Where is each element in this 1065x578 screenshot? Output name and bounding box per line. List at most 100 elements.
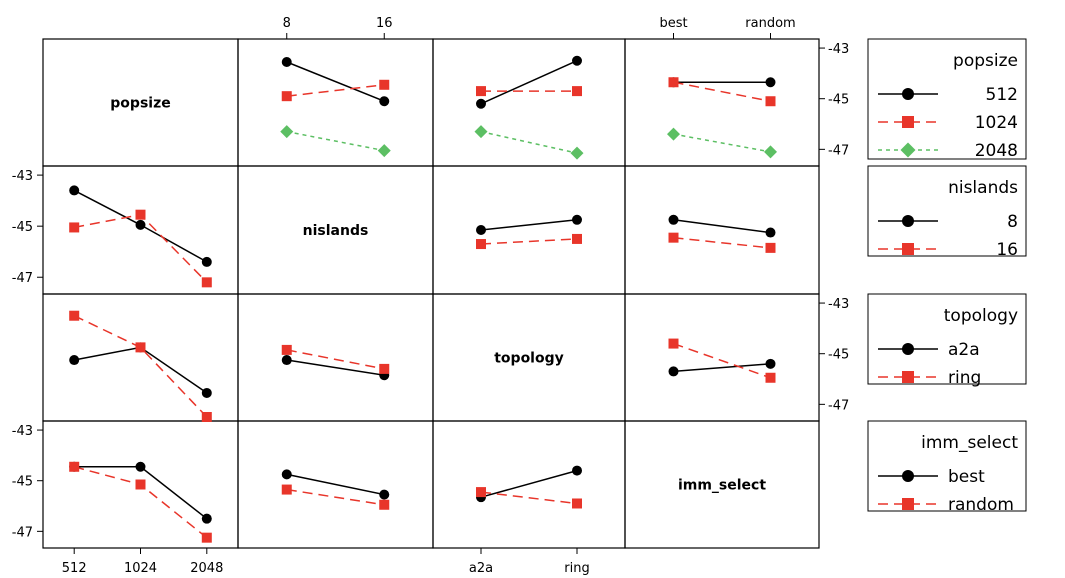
legend-marker (902, 116, 914, 128)
left-axis-tick-label: -47 (12, 525, 33, 540)
series-line-imm_select-best-vs-nislands (286, 473, 385, 496)
data-point-topology-ring-at-best (668, 338, 679, 349)
data-point-popsize-512-at-ring (572, 55, 582, 66)
top-axis-tick-label: best (659, 16, 687, 31)
data-point-topology-a2a-at-2048 (201, 387, 212, 398)
legend-marker (902, 343, 914, 355)
data-point-nislands-8-at-best (668, 214, 679, 225)
legend-box-popsize (867, 38, 1027, 160)
data-point-nislands-8-at-random (765, 227, 776, 238)
left-axis-tick-label: -45 (12, 475, 33, 490)
legend-entry-label: 2048 (975, 141, 1018, 161)
legend-entry-label: ring (948, 368, 981, 388)
series-line-topology-ring-vs-popsize (73, 315, 208, 418)
data-point-imm_select-random-at-8 (281, 484, 292, 495)
data-point-imm_select-random-at-1024 (135, 479, 146, 490)
legend-title: topology (944, 306, 1018, 326)
data-point-popsize-2048-at-a2a (474, 125, 488, 139)
series-line-nislands-8-vs-topology (480, 219, 578, 231)
data-point-imm_select-random-at-2048 (201, 532, 212, 543)
legend-box-nislands (867, 165, 1027, 257)
series-line-nislands-8-vs-imm_select (673, 219, 771, 234)
bottom-axis-tick-label: 2048 (190, 561, 223, 576)
top-axis-tick-label: 8 (283, 16, 291, 31)
data-point-nislands-16-at-random (765, 242, 776, 253)
data-point-popsize-1024-at-random (765, 96, 776, 107)
data-point-topology-ring-at-512 (69, 310, 80, 321)
series-line-topology-a2a-vs-imm_select (673, 363, 771, 373)
data-point-popsize-2048-at-best (667, 127, 680, 141)
data-point-topology-a2a-at-random (765, 358, 776, 369)
legend-marker (902, 215, 914, 227)
right-axis-tick-label: -43 (828, 42, 849, 57)
data-point-topology-a2a-at-8 (281, 355, 292, 366)
panel-frame-r2-c1 (237, 293, 434, 422)
data-point-nislands-8-at-a2a (476, 225, 486, 235)
data-point-nislands-16-at-2048 (201, 277, 212, 288)
series-line-popsize-2048-vs-nislands (286, 130, 385, 152)
legend-entry-label: best (948, 467, 985, 487)
data-point-imm_select-best-at-ring (572, 465, 582, 476)
bottom-axis-tick-label: ring (564, 561, 589, 576)
series-line-nislands-16-vs-imm_select (673, 236, 771, 249)
legend-title: nislands (948, 178, 1018, 198)
data-point-popsize-1024-at-8 (281, 91, 292, 102)
right-axis-tick-label: -43 (828, 297, 849, 312)
data-point-imm_select-best-at-2048 (201, 513, 212, 524)
data-point-topology-ring-at-2048 (201, 412, 212, 422)
data-point-imm_select-random-at-ring (572, 498, 582, 509)
data-point-popsize-1024-at-a2a (476, 86, 486, 97)
panel-frame-r1-c3 (624, 165, 820, 295)
data-point-popsize-1024-at-16 (379, 79, 390, 90)
panel-frame-r3-c3 (624, 420, 820, 549)
left-axis-tick-label: -43 (12, 424, 33, 439)
series-line-topology-ring-vs-imm_select (673, 342, 771, 379)
legend-entry-label: a2a (948, 340, 980, 360)
bottom-axis-tick-label: a2a (469, 561, 493, 576)
bottom-axis-tick-label: 1024 (124, 561, 157, 576)
data-point-popsize-1024-at-best (668, 77, 679, 88)
right-axis-tick-label: -45 (828, 93, 849, 108)
legend-entry-label: 8 (1007, 212, 1018, 232)
data-point-imm_select-random-at-16 (379, 499, 390, 510)
legend-title: popsize (953, 51, 1018, 71)
top-axis-tick-label: random (745, 16, 795, 31)
right-axis-tick-label: -47 (828, 398, 849, 413)
panel-frame-r0-c2 (432, 38, 626, 167)
data-point-imm_select-random-at-512 (69, 461, 80, 472)
data-point-popsize-512-at-8 (281, 56, 292, 67)
data-point-imm_select-best-at-1024 (135, 461, 146, 472)
series-line-imm_select-best-vs-popsize (74, 466, 208, 520)
panel-frame-r0-c1 (237, 38, 434, 167)
diagonal-label-imm_select: imm_select (678, 478, 766, 494)
legend-box-topology (867, 293, 1027, 385)
legend-marker (902, 88, 914, 100)
legend-box-imm_select (867, 420, 1027, 512)
legend-marker (902, 498, 914, 510)
diagonal-label-nislands: nislands (303, 223, 369, 239)
data-point-popsize-2048-at-random (764, 145, 777, 159)
data-point-nislands-16-at-best (668, 232, 679, 243)
series-line-popsize-2048-vs-topology (480, 130, 578, 154)
data-point-imm_select-best-at-8 (281, 469, 292, 480)
data-point-topology-ring-at-1024 (135, 342, 146, 353)
series-line-popsize-512-vs-topology (480, 60, 578, 105)
legend-entry-label: 512 (986, 85, 1018, 105)
bottom-axis-tick-label: 512 (62, 561, 87, 576)
data-point-topology-a2a-at-512 (69, 355, 80, 366)
data-point-imm_select-best-at-16 (379, 489, 390, 500)
right-axis-tick-label: -45 (828, 348, 849, 363)
series-line-popsize-1024-vs-nislands (286, 84, 385, 97)
data-point-topology-ring-at-random (765, 372, 776, 383)
panel-frame-r1-c2 (432, 165, 626, 295)
panel-frame-r0-c3 (624, 38, 820, 167)
data-point-nislands-8-at-ring (572, 214, 582, 225)
data-point-topology-ring-at-8 (281, 344, 292, 355)
legend-marker (902, 243, 914, 255)
diagonal-label-topology: topology (494, 351, 564, 367)
data-point-topology-ring-at-16 (379, 363, 390, 374)
data-point-nislands-16-at-ring (572, 233, 582, 244)
data-point-popsize-512-at-a2a (476, 98, 486, 109)
legend-entry-label: 16 (996, 240, 1018, 260)
top-axis-tick-label: 16 (376, 16, 393, 31)
